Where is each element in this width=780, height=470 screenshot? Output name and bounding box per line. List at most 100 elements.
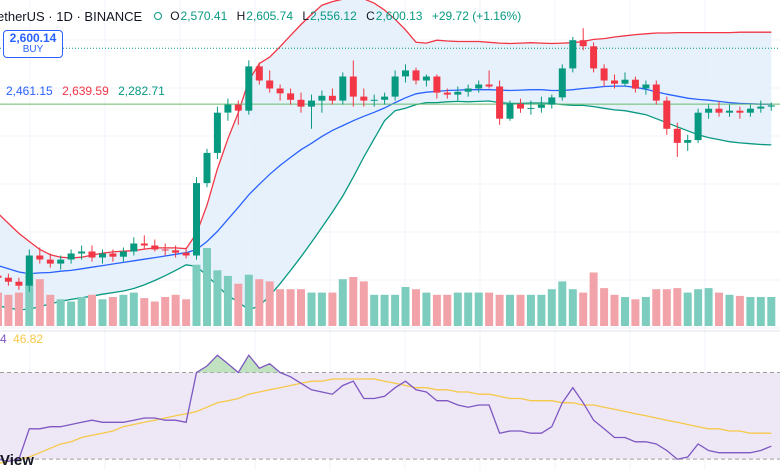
candle-body: [537, 104, 545, 108]
candle-body: [443, 92, 451, 95]
volume-bar: [380, 294, 389, 326]
volume-bar: [182, 299, 191, 326]
symbol-header: etherUS · 1D · BINANCE O2,570.41 H2,605.…: [0, 6, 527, 26]
candle-body: [558, 68, 566, 98]
candle-body: [402, 70, 409, 77]
rsi-ma-value: 46.82: [13, 332, 44, 346]
market-status-icon: [154, 12, 163, 20]
volume-bar: [715, 292, 723, 326]
candle-body: [297, 99, 305, 107]
rsi-overbought-fill: [217, 355, 228, 373]
volume-bar: [370, 294, 379, 326]
buy-label: BUY: [22, 44, 44, 55]
volume-bar: [108, 297, 117, 326]
rsi-band-background: [0, 372, 780, 460]
volume-bar: [203, 248, 211, 326]
rsi-overbought-fill: [259, 363, 270, 373]
candle-body: [88, 251, 96, 258]
volume-bar: [537, 294, 546, 326]
volume-bar: [683, 292, 692, 326]
candle-body: [569, 40, 577, 69]
candle-body: [182, 252, 190, 256]
candle-body: [548, 97, 556, 105]
candle-body: [234, 104, 242, 111]
candle-body: [663, 100, 671, 129]
volume-bar: [276, 289, 285, 326]
tradingview-watermark: View: [0, 452, 34, 469]
volume-bar: [704, 288, 713, 326]
volume-bar: [338, 279, 347, 326]
candle-body: [642, 84, 650, 89]
candle-body: [391, 76, 399, 97]
volume-bar: [349, 277, 358, 326]
volume-bar: [0, 292, 2, 326]
candle-body: [590, 46, 598, 69]
candle-body: [308, 100, 315, 107]
volume-bar: [307, 292, 316, 326]
candle-body: [255, 66, 263, 81]
volume-bar: [641, 297, 650, 326]
buy-button[interactable]: 2,600.14 BUY: [3, 30, 63, 58]
candle-body: [464, 88, 472, 92]
candle-body: [266, 80, 274, 89]
volume-bar: [568, 289, 577, 326]
bollinger-band-fill: [0, 0, 772, 310]
candle-body: [161, 249, 169, 251]
rsi-overbought-fill: [248, 355, 260, 373]
volume-bar: [14, 292, 23, 326]
candle-body: [715, 108, 723, 113]
candle-body: [757, 106, 765, 109]
volume-bar: [579, 292, 588, 326]
candle-body: [360, 96, 368, 101]
volume-bar: [119, 294, 128, 326]
high-value: 2,605.74: [246, 9, 293, 23]
volume-bar: [673, 288, 682, 326]
candle-body: [36, 255, 44, 260]
volume-bar: [756, 297, 765, 326]
rsi-pane: [0, 354, 780, 464]
bollinger-legend: 2,461.15 2,639.59 2,282.71: [6, 84, 165, 98]
volume-bar: [485, 292, 494, 326]
volume-bar: [464, 292, 473, 326]
close-label: C: [366, 9, 375, 23]
symbol-label[interactable]: etherUS · 1D · BINANCE: [0, 8, 143, 24]
volume-bar: [746, 297, 755, 326]
candle-body: [203, 152, 211, 184]
candle-body: [318, 95, 326, 101]
volume-bar: [432, 294, 441, 326]
candle-body: [527, 107, 535, 109]
volume-bar: [192, 264, 201, 326]
volume-bar: [401, 287, 410, 326]
buy-price: 2,600.14: [9, 31, 57, 45]
open-value: 2,570.41: [180, 9, 228, 23]
volume-bar: [297, 289, 305, 326]
volume-bar: [4, 294, 13, 326]
volume-bar: [516, 294, 525, 326]
candle-body: [684, 140, 692, 143]
volume-bar: [255, 279, 264, 326]
volume-bar: [328, 292, 337, 326]
volume-bar: [662, 289, 671, 326]
candle-body: [130, 243, 138, 252]
volume-bar: [725, 294, 734, 326]
volume-bar: [767, 297, 776, 326]
candle-body: [78, 251, 86, 254]
candle-body: [151, 245, 159, 250]
volume-bar: [558, 281, 567, 326]
candle-body: [213, 112, 221, 153]
low-label: L: [302, 9, 310, 23]
volume-bar: [161, 297, 170, 326]
rsi-ma-line: [0, 378, 772, 464]
candle-body: [746, 108, 754, 113]
volume-bar: [391, 294, 400, 326]
candle-body: [412, 70, 420, 81]
reference-lines: [0, 47, 780, 105]
candle-body: [46, 259, 54, 264]
candle-body: [15, 281, 23, 286]
volume-bar: [495, 294, 504, 326]
volume-bar: [652, 289, 661, 326]
candle-body: [454, 91, 462, 95]
volume-bar: [506, 294, 514, 326]
bollinger-band: [0, 0, 772, 311]
